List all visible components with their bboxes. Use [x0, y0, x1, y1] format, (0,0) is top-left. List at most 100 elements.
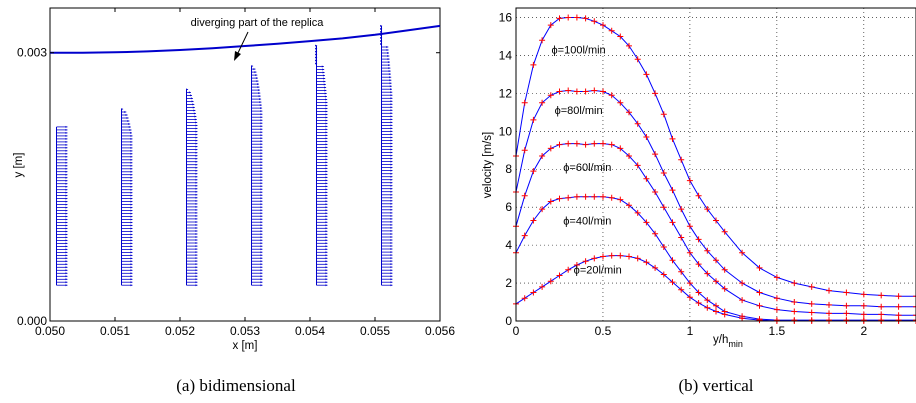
panel-b-y-tick-label: 6 [505, 200, 512, 214]
data-point [600, 22, 606, 29]
data-point [608, 141, 615, 148]
velocity-arrow-head [260, 233, 263, 236]
velocity-arrow-head [323, 80, 326, 83]
data-point [678, 286, 685, 293]
data-point [704, 304, 711, 311]
series-label: ϕ=100l/min [552, 45, 606, 57]
data-point [626, 42, 632, 49]
velocity-arrow-head [130, 260, 133, 263]
velocity-arrow-head [130, 170, 133, 173]
velocity-arrow-head [195, 175, 198, 178]
velocity-arrow-head [260, 125, 263, 128]
velocity-arrow-head [325, 218, 328, 221]
velocity-arrow-head [260, 284, 263, 287]
velocity-arrow-head [260, 143, 263, 146]
velocity-arrow-head [390, 100, 393, 103]
velocity-arrow-head [325, 122, 328, 125]
velocity-arrow-head [260, 203, 263, 206]
data-point [695, 261, 702, 268]
velocity-arrow-head [322, 74, 325, 77]
velocity-arrow-head [260, 152, 263, 155]
series-path [515, 17, 916, 297]
velocity-arrow-head [390, 160, 393, 163]
velocity-arrow-head [130, 191, 133, 194]
velocity-arrow-head [65, 239, 68, 242]
panel-b-x-tick-label: 2 [860, 324, 867, 338]
velocity-arrow-head [195, 121, 198, 124]
velocity-arrow-head [260, 209, 263, 212]
velocity-arrow-head [325, 191, 328, 194]
panel-a-annotation-arrow [234, 31, 249, 61]
velocity-arrow-head [195, 284, 198, 287]
data-point [573, 14, 580, 21]
data-point [756, 302, 763, 309]
data-point [573, 140, 580, 147]
velocity-arrow-head [193, 109, 196, 112]
velocity-arrow-head [325, 134, 328, 137]
velocity-arrow-head [390, 139, 393, 142]
series-line: ϕ=60l/min [513, 140, 916, 319]
velocity-arrow-head [130, 155, 133, 158]
data-point [878, 303, 885, 310]
velocity-arrow-head [260, 137, 263, 140]
data-point [660, 271, 667, 278]
data-point [660, 170, 667, 176]
velocity-arrow-head [260, 269, 263, 272]
velocity-arrow-head [260, 224, 263, 227]
velocity-arrow-head [195, 260, 198, 263]
panel-b-y-tick-label: 10 [499, 124, 513, 138]
data-point [704, 206, 711, 213]
velocity-arrow-head [65, 134, 68, 137]
data-point [617, 252, 624, 259]
velocity-arrow-head [325, 257, 328, 260]
velocity-arrow-head [324, 95, 327, 98]
velocity-arrow-head [325, 221, 328, 224]
velocity-arrow-head [260, 215, 263, 218]
data-point [826, 287, 832, 294]
velocity-arrow-head [390, 251, 393, 254]
data-point [678, 268, 685, 275]
velocity-arrow-head [195, 263, 198, 266]
data-point [895, 293, 902, 300]
velocity-arrow-head [260, 266, 263, 269]
data-point [721, 266, 728, 273]
data-point [530, 217, 537, 224]
velocity-arrow-head [195, 142, 198, 145]
velocity-arrow-head [195, 251, 198, 254]
data-point [582, 193, 589, 200]
velocity-arrow-head [390, 175, 393, 178]
velocity-arrow-head [65, 230, 68, 233]
velocity-arrow-head [321, 65, 324, 68]
data-point [704, 247, 711, 254]
velocity-arrow-head [130, 140, 133, 143]
velocity-arrow-head [130, 206, 133, 209]
velocity-arrow-head [192, 106, 195, 109]
velocity-arrow-head [195, 190, 198, 193]
velocity-arrow-head [260, 200, 263, 203]
velocity-arrow-head [390, 133, 393, 136]
velocity-arrow-head [390, 263, 393, 266]
velocity-arrow-head [388, 73, 391, 76]
velocity-profile [121, 108, 133, 287]
data-point [913, 317, 916, 324]
velocity-arrow-head [195, 130, 198, 133]
velocity-arrow-head [125, 114, 128, 116]
velocity-arrow-head [65, 143, 68, 146]
velocity-arrow-head [390, 281, 393, 284]
data-point [547, 92, 554, 99]
velocity-arrow-head [260, 218, 263, 221]
data-point [591, 255, 598, 262]
velocity-arrow-head [390, 211, 393, 214]
velocity-arrow-head [325, 170, 328, 173]
data-point [695, 289, 702, 296]
velocity-arrow-head [260, 197, 263, 200]
data-point [582, 258, 589, 265]
velocity-arrow-head [260, 119, 263, 122]
velocity-arrow-head [324, 89, 327, 92]
velocity-arrow-head [325, 131, 328, 134]
data-point [843, 302, 850, 309]
velocity-arrow-head [192, 103, 195, 106]
velocity-arrow-head [260, 146, 263, 149]
velocity-arrow-head [260, 230, 263, 233]
velocity-arrow-head [65, 260, 68, 263]
